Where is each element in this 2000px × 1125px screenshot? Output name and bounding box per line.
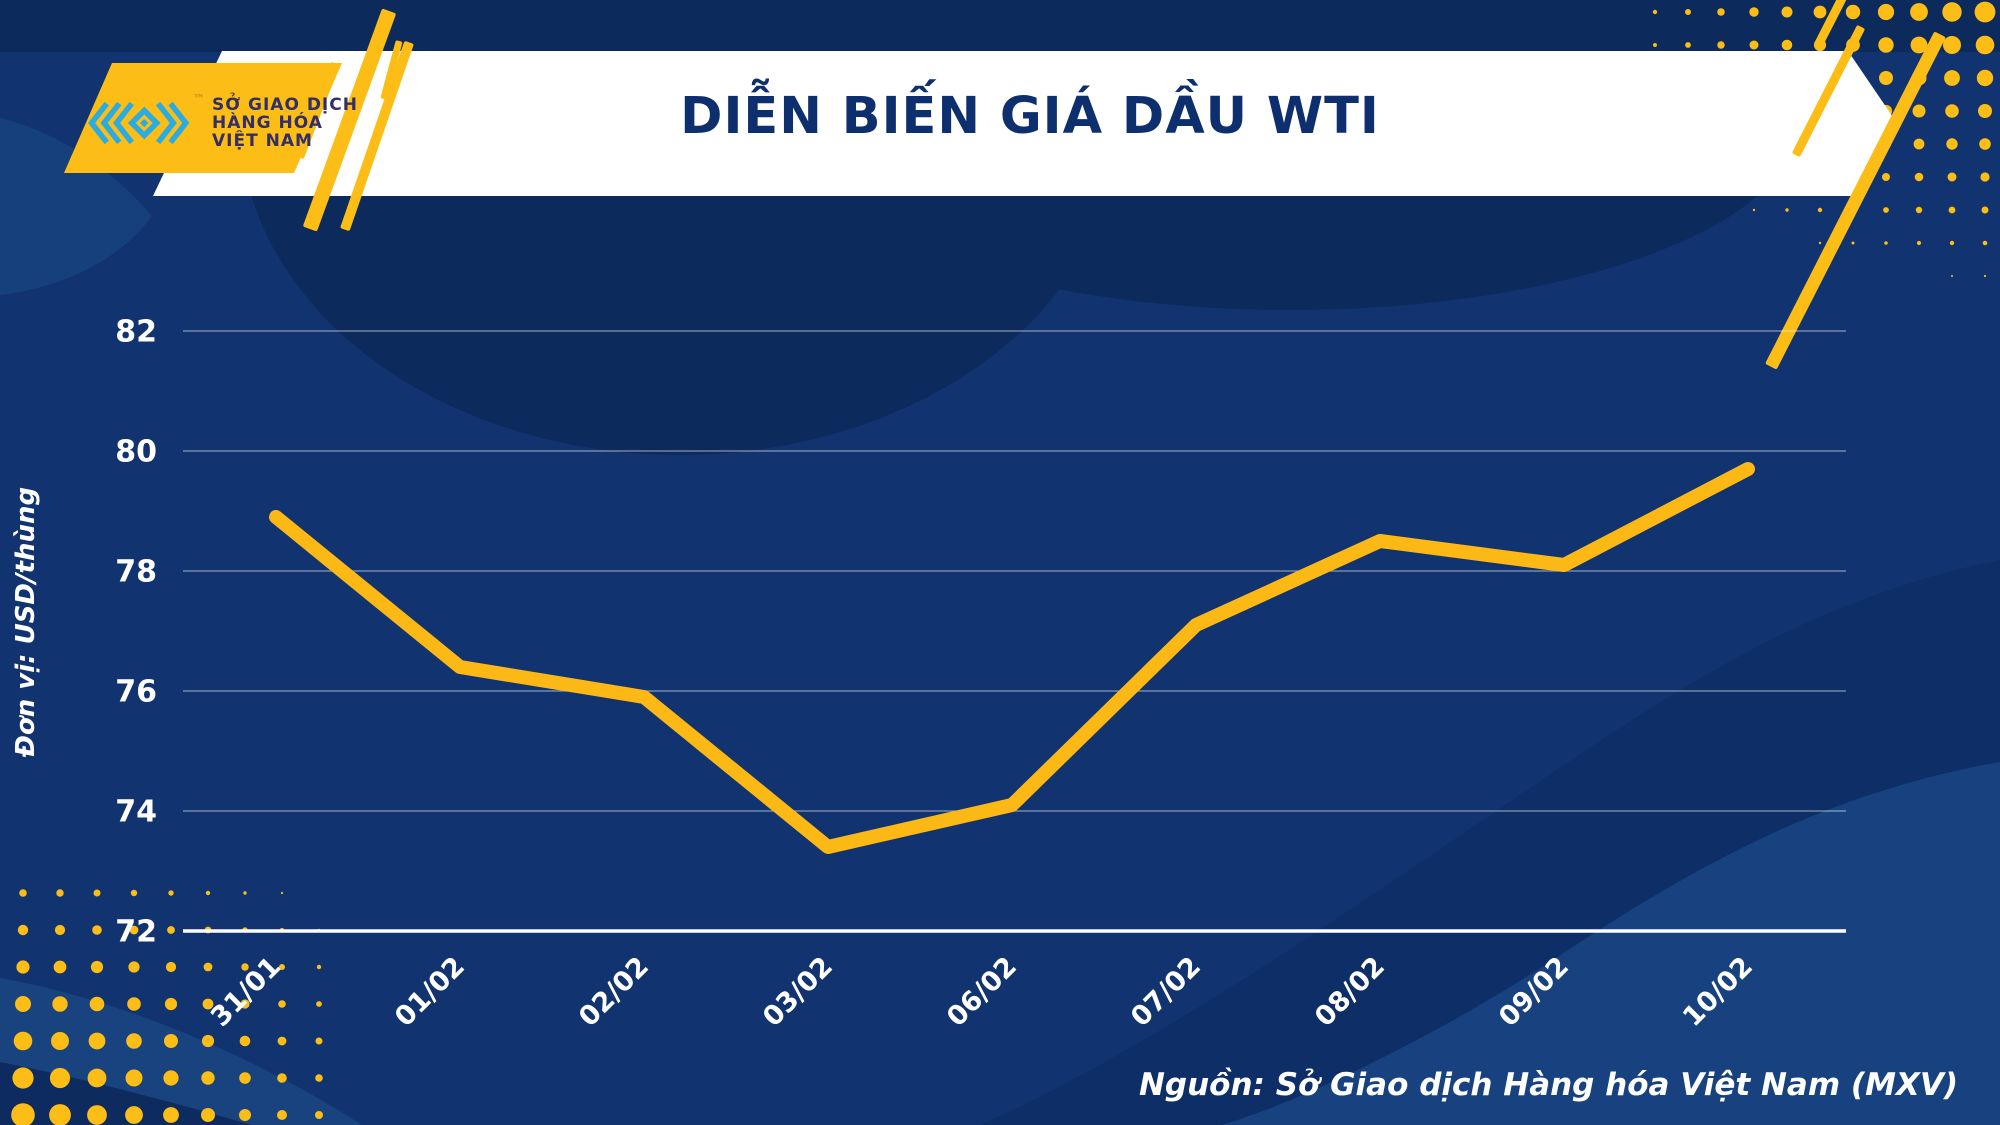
logo-text-line2: HÀNG HÓA [212, 113, 323, 133]
source-caption: Nguồn: Sở Giao dịch Hàng hóa Việt Nam (M… [1138, 1067, 1958, 1103]
y-axis-unit-label: Đơn vị: USD/thùng [11, 486, 41, 758]
logo-text-line1: SỞ GIAO DỊCH [212, 95, 358, 115]
logo-text-line3: VIỆT NAM [212, 131, 313, 151]
trademark-symbol: ™ [193, 92, 205, 106]
logo-text: SỞ GIAO DỊCH HÀNG HÓA VIỆT NAM [212, 96, 358, 150]
wave-light-bottom-right [1222, 762, 2000, 1125]
mxv-logo-icon [88, 101, 190, 145]
page-title: DIỄN BIẾN GIÁ DẦU WTI [680, 87, 1380, 146]
swoosh-top-left [0, 118, 152, 295]
